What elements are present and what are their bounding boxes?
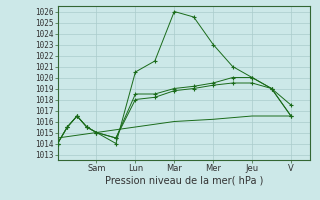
X-axis label: Pression niveau de la mer( hPa ): Pression niveau de la mer( hPa ) <box>105 176 263 186</box>
